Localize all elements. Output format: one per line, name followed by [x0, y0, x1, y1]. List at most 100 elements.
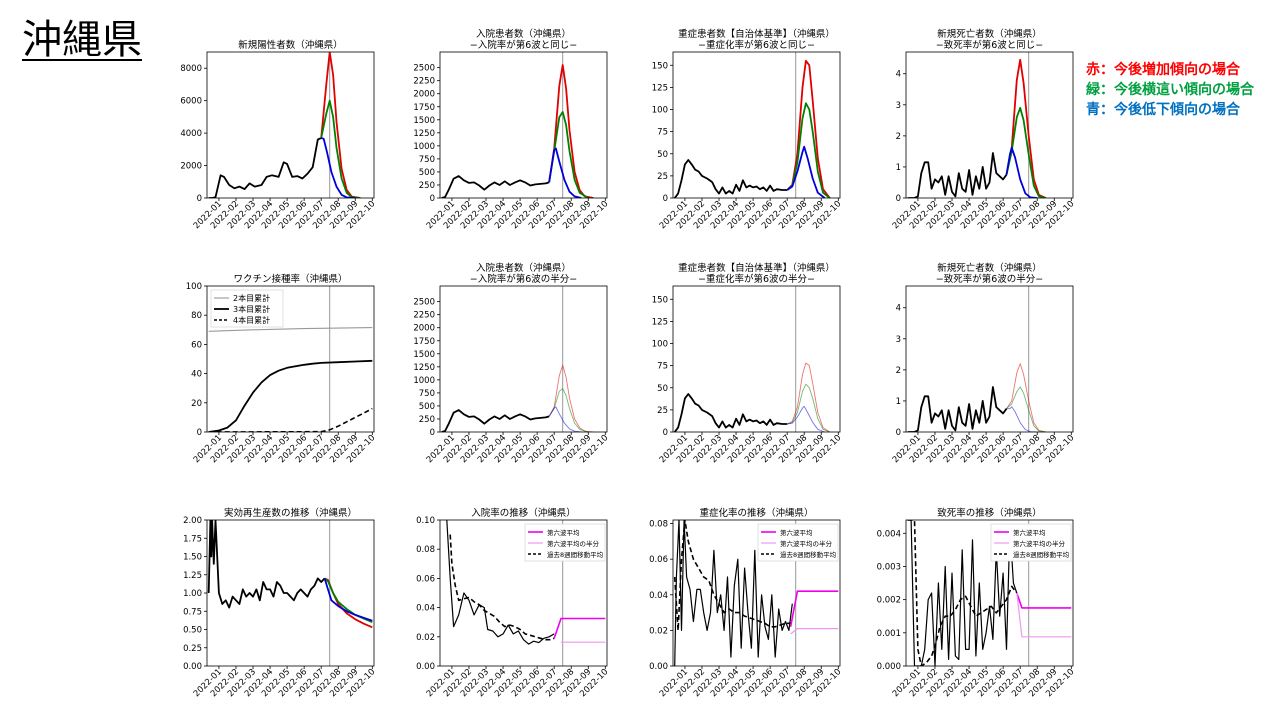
chart-panel-8: 新規死亡者数（沖縄県）−致死率が第6波の半分−012342022-012022-… — [891, 262, 1077, 465]
plot-frame — [672, 285, 841, 433]
y-tick-label: 4000 — [180, 129, 202, 139]
chart-title: 致死率の推移（沖縄県） — [937, 507, 1042, 519]
series-line-blue-thin — [787, 405, 825, 432]
series-line-green — [320, 99, 361, 198]
series-line-green-thin — [1006, 386, 1046, 432]
chart-title: −致死率が第6波の半分− — [936, 273, 1043, 285]
y-tick-label: 1.50 — [183, 553, 202, 563]
series-line-dashed — [208, 407, 373, 432]
y-tick-label: 1750 — [413, 103, 435, 113]
series-line-red-thin — [548, 364, 594, 432]
y-tick-label: 2500 — [413, 64, 435, 74]
series-line-red-thin — [786, 362, 831, 432]
y-tick-label: 25 — [657, 172, 668, 182]
y-tick-label: 1250 — [413, 363, 435, 373]
chart-panel-2: 入院患者数（沖縄県）−入院率が第6波と同じ− 0 250 500 750 1000 1250… — [413, 28, 610, 231]
y-tick-label: 250 — [419, 181, 435, 191]
y-tick-label: 4 — [896, 304, 901, 314]
chart-title: 重症患者数【自治体基準】（沖縄県） — [678, 28, 835, 40]
chart-title: 重症化率の推移（沖縄県） — [699, 507, 813, 519]
legend-label: 第六波平均 — [1013, 528, 1046, 537]
series-line-pink — [1016, 592, 1072, 638]
y-tick-label: 1250 — [413, 129, 435, 139]
chart-panel-11: 重症化率の推移（沖縄県）0.000.020.040.060.082022-012… — [649, 507, 843, 699]
plot-frame — [206, 285, 375, 433]
chart-panel-4: 新規死亡者数（沖縄県）−致死率が第6波と同じ−012342022-012022-… — [891, 28, 1077, 231]
chart-title: 新規死亡者数（沖縄県） — [937, 28, 1042, 40]
legend-label: 第六波平均の半分 — [547, 539, 600, 548]
legend-label: 4本目累計 — [233, 315, 270, 325]
series-line-green-thin — [548, 388, 589, 432]
series-line-black — [673, 159, 788, 198]
series-line-red — [1005, 58, 1047, 198]
y-tick-label: 1500 — [413, 350, 435, 360]
y-tick-label: 0 — [663, 428, 668, 438]
series-line-blue — [320, 137, 356, 198]
y-tick-label: 1000 — [413, 142, 435, 152]
y-tick-label: 750 — [419, 155, 435, 165]
series-line-blue — [786, 145, 826, 198]
legend-label: 3本目累計 — [233, 304, 270, 314]
plot-frame — [439, 51, 608, 199]
y-tick-label: 60 — [191, 340, 202, 350]
plot-frame — [439, 519, 608, 667]
series-line-black — [907, 152, 1008, 198]
series-line-black — [907, 386, 1008, 432]
y-tick-label: 0.04 — [649, 591, 668, 601]
series-line-black — [207, 520, 326, 609]
series-line-blue-thin — [1006, 406, 1038, 432]
y-tick-label: 2000 — [413, 90, 435, 100]
series-line-green — [1005, 107, 1046, 198]
y-tick-label: 50 — [657, 150, 668, 160]
scenario-legend-green: 緑：今後横這い傾向の場合 — [1086, 82, 1254, 98]
scenario-legend: 赤：今後増加傾向の場合 緑：今後横這い傾向の場合 青：今後低下傾向の場合 — [1086, 60, 1254, 120]
chart-panel-9: 実効再生産数の推移（沖縄県） 0.00 0.25 0.50 0.75 1.00 1.25 1.… — [183, 507, 377, 699]
y-tick-label: 0.001 — [877, 629, 901, 639]
legend-label: 第六波平均の半分 — [780, 539, 833, 548]
legend-label: 第六波平均の半分 — [1013, 539, 1066, 548]
y-tick-label: 2250 — [413, 77, 435, 87]
series-line-black — [441, 175, 550, 198]
y-tick-label: 0 — [896, 194, 901, 204]
y-tick-label: 500 — [419, 168, 435, 178]
series-line-black — [673, 393, 788, 432]
y-tick-label: 2 — [896, 132, 901, 142]
series-line-black-thin — [446, 520, 555, 645]
chart-title: 入院率の推移（沖縄県） — [471, 507, 576, 519]
chart-title: −入院率が第6波の半分− — [470, 273, 577, 285]
series-line-magenta — [1016, 592, 1072, 609]
y-tick-label: 1.75 — [183, 534, 202, 544]
series-line-dashed — [673, 520, 791, 632]
y-tick-label: 0.004 — [877, 529, 901, 539]
series-line-gray — [208, 327, 373, 332]
chart-title: −入院率が第6波と同じ− — [470, 39, 577, 51]
y-tick-label: 2 — [896, 366, 901, 376]
legend-label: 第六波平均 — [780, 528, 813, 537]
y-tick-label: 1750 — [413, 337, 435, 347]
y-tick-label: 1500 — [413, 116, 435, 126]
chart-panel-12: 致死率の推移（沖縄県）0.0000.0010.0020.0030.0042022… — [877, 507, 1077, 699]
chart-title: ワクチン接種率（沖縄県） — [233, 273, 347, 285]
legend-label: 過去8週間移動平均 — [547, 550, 604, 559]
y-tick-label: 80 — [191, 311, 202, 321]
chart-title: −重症化率が第6波と同じ− — [698, 39, 815, 51]
y-tick-label: 0 — [430, 194, 435, 204]
y-tick-label: 100 — [186, 282, 202, 292]
chart-panel-1: 新規陽性者数（沖縄県）020004000600080002022-012022-… — [180, 39, 377, 231]
y-tick-label: 0.002 — [877, 596, 901, 606]
y-tick-label: 0.08 — [649, 520, 668, 530]
plot-frame — [439, 285, 608, 433]
y-tick-label: 0.00 — [183, 662, 202, 672]
chart-title: 入院患者数（沖縄県） — [476, 28, 571, 40]
y-tick-label: 50 — [657, 384, 668, 394]
plot-frame — [905, 51, 1074, 199]
y-tick-label: 2.00 — [183, 516, 202, 526]
y-tick-label: 1.00 — [183, 589, 202, 599]
series-line-red — [786, 59, 831, 198]
y-tick-label: 0.10 — [416, 516, 435, 526]
series-line-black — [208, 359, 373, 432]
y-tick-label: 0.04 — [416, 604, 435, 614]
plot-frame — [206, 519, 375, 667]
plot-frame — [905, 285, 1074, 433]
series-line-pink — [790, 627, 839, 635]
